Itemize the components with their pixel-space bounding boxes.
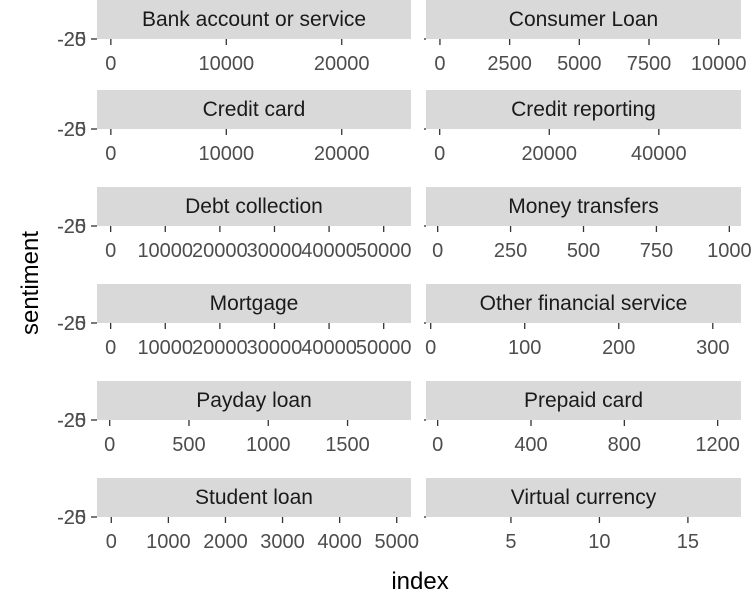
x-tick-label: 20000 bbox=[192, 337, 248, 359]
y-tick-label: -20 bbox=[57, 507, 86, 529]
facet-strip bbox=[426, 478, 741, 517]
facet-strip bbox=[97, 0, 411, 39]
x-tick-label: 0 bbox=[105, 143, 116, 165]
facet-strip bbox=[97, 187, 411, 226]
x-tick-label: 20000 bbox=[192, 240, 248, 262]
x-tick-label: 10000 bbox=[691, 53, 747, 75]
facet-title: Consumer Loan bbox=[509, 8, 658, 31]
y-tick-label: -25 bbox=[57, 313, 86, 335]
x-tick-label: 3000 bbox=[260, 531, 305, 553]
facet-title: Mortgage bbox=[210, 292, 299, 315]
x-tick-label: 0 bbox=[434, 143, 445, 165]
x-tick-label: 0 bbox=[105, 53, 116, 75]
x-tick-label: 40000 bbox=[301, 337, 357, 359]
x-tick-label: 500 bbox=[172, 434, 205, 456]
x-tick-label: 40000 bbox=[631, 143, 687, 165]
facet-strip bbox=[97, 478, 411, 517]
facet-title: Prepaid card bbox=[524, 389, 643, 412]
y-tick-label: -20 bbox=[57, 216, 86, 238]
x-tick-label: 7500 bbox=[627, 53, 672, 75]
y-tick-label: -20 bbox=[57, 313, 86, 335]
x-tick-label: 15 bbox=[677, 531, 699, 553]
x-tick-label: 0 bbox=[432, 434, 443, 456]
x-tick-label: 4000 bbox=[317, 531, 362, 553]
x-tick-label: 400 bbox=[514, 434, 547, 456]
x-tick-label: 2500 bbox=[487, 53, 532, 75]
x-tick-label: 30000 bbox=[247, 337, 303, 359]
x-tick-label: 2000 bbox=[203, 531, 248, 553]
x-tick-label: 5000 bbox=[557, 53, 602, 75]
x-tick-label: 20000 bbox=[314, 143, 370, 165]
x-tick-label: 250 bbox=[494, 240, 527, 262]
x-tick-label: 0 bbox=[434, 53, 445, 75]
x-tick-label: 1000 bbox=[707, 240, 752, 262]
x-tick-label: 50000 bbox=[356, 240, 412, 262]
x-tick-label: 40000 bbox=[301, 240, 357, 262]
x-tick-label: 0 bbox=[104, 434, 115, 456]
y-axis-title: sentiment bbox=[17, 231, 44, 335]
x-tick-label: 30000 bbox=[247, 240, 303, 262]
x-tick-label: 10000 bbox=[137, 337, 193, 359]
x-tick-label: 100 bbox=[508, 337, 541, 359]
facet-strip bbox=[97, 284, 411, 323]
facet-title: Credit card bbox=[203, 98, 306, 121]
x-tick-label: 300 bbox=[696, 337, 729, 359]
facet-strip bbox=[97, 381, 411, 420]
facet-strip bbox=[426, 0, 741, 39]
y-tick-label: -25 bbox=[57, 410, 86, 432]
x-tick-label: 10000 bbox=[198, 143, 254, 165]
facet-title: Payday loan bbox=[196, 389, 312, 412]
y-tick-label: -25 bbox=[57, 507, 86, 529]
facet-title: Debt collection bbox=[185, 195, 323, 218]
y-tick-label: -20 bbox=[57, 410, 86, 432]
x-tick-label: 10 bbox=[588, 531, 610, 553]
x-tick-label: 10000 bbox=[137, 240, 193, 262]
x-tick-label: 0 bbox=[106, 531, 117, 553]
x-tick-label: 750 bbox=[640, 240, 673, 262]
facet-strip bbox=[426, 381, 741, 420]
facet-title: Credit reporting bbox=[511, 98, 656, 121]
x-tick-label: 5000 bbox=[374, 531, 419, 553]
x-tick-label: 1500 bbox=[325, 434, 370, 456]
facet-strip bbox=[97, 90, 411, 129]
x-tick-label: 20000 bbox=[314, 53, 370, 75]
x-tick-label: 50000 bbox=[356, 337, 412, 359]
x-tick-label: 1200 bbox=[695, 434, 740, 456]
x-tick-label: 10000 bbox=[198, 53, 254, 75]
facet-title: Student loan bbox=[195, 486, 313, 509]
facet-strip bbox=[426, 90, 741, 129]
facet-title: Money transfers bbox=[508, 195, 659, 218]
x-axis-title: index bbox=[391, 568, 448, 590]
y-tick-label: -25 bbox=[57, 119, 86, 141]
facet-strip bbox=[426, 187, 741, 226]
x-tick-label: 0 bbox=[432, 240, 443, 262]
x-tick-label: 0 bbox=[105, 337, 116, 359]
facet-title: Bank account or service bbox=[142, 8, 366, 31]
facet-title: Other financial service bbox=[480, 292, 688, 315]
facet-strip bbox=[426, 284, 741, 323]
y-tick-label: -20 bbox=[57, 29, 86, 51]
x-tick-label: 500 bbox=[567, 240, 600, 262]
x-tick-label: 0 bbox=[425, 337, 436, 359]
x-tick-label: 1000 bbox=[146, 531, 191, 553]
x-tick-label: 1000 bbox=[246, 434, 291, 456]
x-tick-label: 5 bbox=[505, 531, 516, 553]
y-tick-label: -20 bbox=[57, 119, 86, 141]
y-tick-label: -25 bbox=[57, 216, 86, 238]
x-tick-label: 0 bbox=[105, 240, 116, 262]
facet-title: Virtual currency bbox=[511, 486, 657, 509]
x-tick-label: 800 bbox=[608, 434, 641, 456]
x-tick-label: 200 bbox=[602, 337, 635, 359]
y-tick-label: -25 bbox=[57, 29, 86, 51]
x-tick-label: 20000 bbox=[521, 143, 577, 165]
